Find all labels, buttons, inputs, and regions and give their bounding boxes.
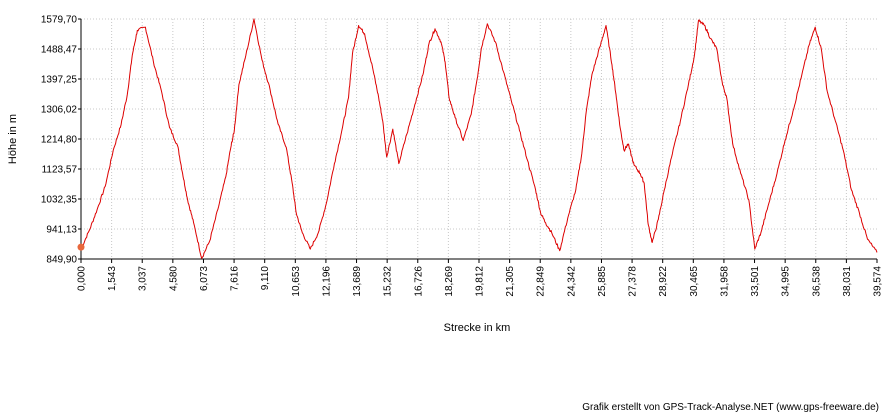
x-axis-title: Strecke in km xyxy=(444,322,511,334)
x-tick-label: 16,726 xyxy=(413,266,424,297)
series-layer xyxy=(77,18,878,259)
y-tick-label: 1123,57 xyxy=(42,165,78,176)
x-tick-label: 28,922 xyxy=(658,266,669,297)
x-tick-label: 6,073 xyxy=(199,266,210,291)
x-tick-label: 25,885 xyxy=(597,266,608,297)
x-tick-label: 10,653 xyxy=(291,266,302,297)
x-tick-label: 21,305 xyxy=(505,266,516,297)
x-tick-label: 3,037 xyxy=(138,266,149,291)
y-tick-label: 1214,80 xyxy=(41,135,78,146)
y-tick-label: 1397,25 xyxy=(41,75,78,86)
x-tick-label: 15,232 xyxy=(383,266,394,297)
x-tick-label: 9,110 xyxy=(260,266,271,291)
elevation-line xyxy=(80,18,878,259)
x-tick-label: 18,269 xyxy=(444,266,455,297)
x-tick-label: 24,342 xyxy=(566,266,577,297)
y-tick-label: 1488,47 xyxy=(41,45,78,56)
x-tick-label: 34,995 xyxy=(781,266,792,297)
x-tick-label: 30,465 xyxy=(689,266,700,297)
axes xyxy=(78,18,878,263)
x-tick-labels: 0,000 1,543 3,037 4,580 6,073 7,616 9,110 10,65… xyxy=(77,266,884,297)
x-tick-label: 4,580 xyxy=(168,266,179,291)
grid xyxy=(81,18,877,259)
x-tick-label: 31,958 xyxy=(719,266,730,297)
x-tick-label: 19,812 xyxy=(475,266,486,297)
y-tick-labels: 849,90 941,13 1032,35 1123,57 1214,80 1306,02… xyxy=(41,15,78,266)
x-tick-label: 36,538 xyxy=(811,266,822,297)
y-tick-label: 941,13 xyxy=(46,224,77,235)
x-tick-label: 33,501 xyxy=(750,266,761,297)
y-axis-title: Höhe in m xyxy=(7,114,19,164)
x-tick-label: 38,031 xyxy=(842,266,853,297)
y-tick-label: 849,90 xyxy=(46,255,77,266)
x-tick-label: 1,543 xyxy=(107,266,118,291)
credit-text: Grafik erstellt von GPS-Track-Analyse.NE… xyxy=(582,402,879,413)
x-tick-label: 7,616 xyxy=(230,266,241,291)
y-tick-label: 1306,02 xyxy=(41,105,78,116)
x-tick-label: 12,196 xyxy=(321,266,332,297)
x-tick-label: 22,849 xyxy=(536,266,547,297)
start-marker xyxy=(77,243,85,251)
y-tick-label: 1032,35 xyxy=(41,195,78,206)
x-tick-label: 27,378 xyxy=(628,266,639,297)
x-tick-label: 13,689 xyxy=(352,266,363,297)
x-tick-label: 39,574 xyxy=(873,266,884,297)
y-tick-label: 1579,70 xyxy=(41,15,78,26)
x-tick-label: 0,000 xyxy=(77,266,88,291)
